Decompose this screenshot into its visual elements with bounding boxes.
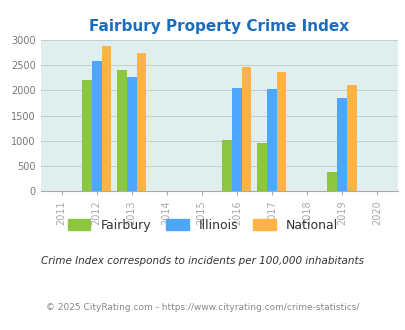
Bar — [231, 88, 241, 191]
Bar — [126, 77, 136, 191]
Bar — [326, 172, 336, 191]
Bar — [256, 143, 266, 191]
Bar — [222, 140, 231, 191]
Bar — [82, 80, 92, 191]
Bar — [336, 98, 346, 191]
Bar — [117, 70, 126, 191]
Text: Crime Index corresponds to incidents per 100,000 inhabitants: Crime Index corresponds to incidents per… — [41, 256, 364, 266]
Bar — [136, 53, 146, 191]
Title: Fairbury Property Crime Index: Fairbury Property Crime Index — [89, 19, 348, 34]
Bar — [346, 85, 356, 191]
Bar — [266, 89, 276, 191]
Bar — [241, 67, 251, 191]
Legend: Fairbury, Illinois, National: Fairbury, Illinois, National — [63, 214, 342, 237]
Bar — [92, 61, 101, 191]
Bar — [276, 72, 286, 191]
Bar — [101, 46, 111, 191]
Text: © 2025 CityRating.com - https://www.cityrating.com/crime-statistics/: © 2025 CityRating.com - https://www.city… — [46, 303, 359, 312]
